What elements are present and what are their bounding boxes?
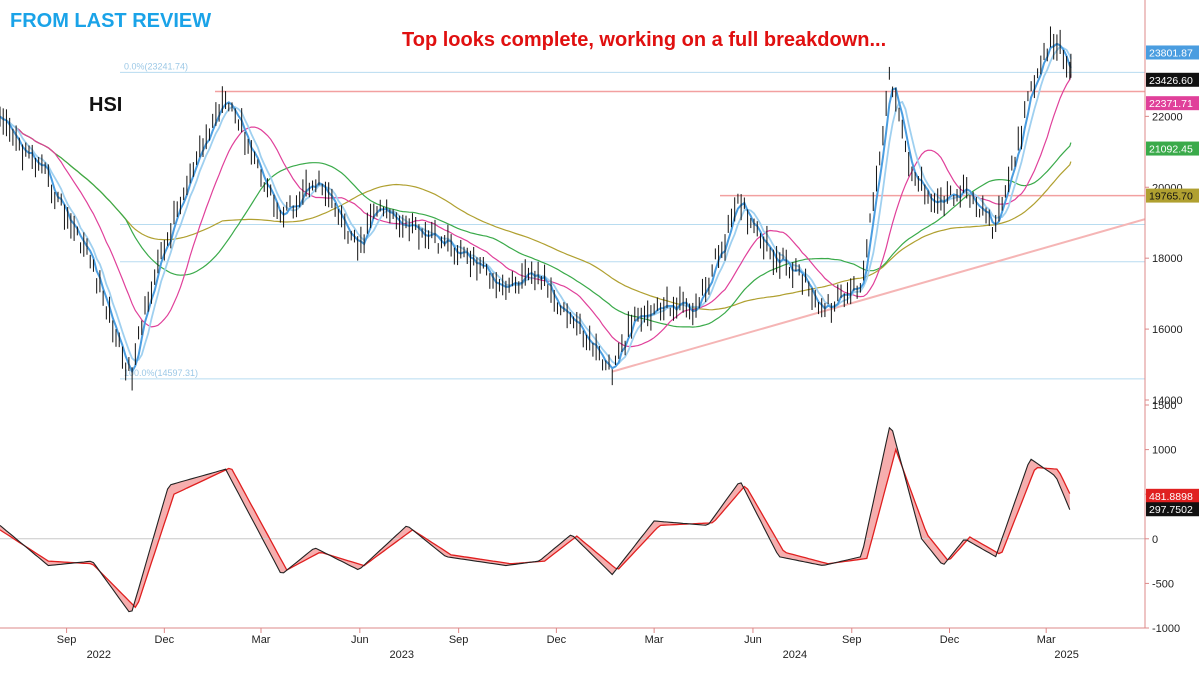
last-price-tag-text: 23426.60	[1149, 75, 1193, 87]
label-layer: 23801.87 23426.60 22371.71 21092.45 19765.70…	[1146, 45, 1199, 517]
month-tick-label: Dec	[940, 634, 960, 646]
ma-longest-value-tag-bg	[1146, 188, 1199, 203]
fib-label-top: 0.0%(23241.74)	[124, 61, 188, 71]
ma-medium-line	[0, 74, 1072, 348]
month-tick-label: Sep	[57, 634, 77, 646]
ma-short-value-tag-bg	[1146, 45, 1199, 60]
month-tick-label: Mar	[645, 634, 664, 646]
price-layer	[0, 26, 1072, 391]
oscillator-tick-label: -1000	[1152, 623, 1180, 635]
oscillator-slow-value-tag-text: 481.8898	[1149, 491, 1193, 503]
oscillator-fast-value-tag-text: 297.7502	[1149, 504, 1193, 516]
year-label: 2022	[87, 649, 111, 661]
ma-long-value-tag-bg	[1146, 141, 1199, 156]
ma-longest-value-tag: 19765.70	[1146, 188, 1199, 203]
ma-long-value-tag-text: 21092.45	[1149, 144, 1193, 156]
ma-medium-value-tag-bg	[1146, 96, 1199, 111]
ma-short-value-tag-text: 23801.87	[1149, 47, 1193, 59]
oscillator-tick-label: -500	[1152, 578, 1174, 590]
ma-fast-line	[0, 45, 1072, 365]
year-label: 2024	[783, 649, 807, 661]
last-price-tag: 23426.60	[1146, 72, 1199, 87]
oscillator-layer	[0, 426, 1145, 613]
ma-longest-line	[0, 116, 1072, 311]
oscillator-tick-label: 1000	[1152, 445, 1176, 457]
month-tick-label: Mar	[252, 634, 271, 646]
support-trendline	[611, 218, 1146, 373]
ma-long-line	[0, 116, 1072, 328]
month-tick-label: Mar	[1037, 634, 1056, 646]
ticker-label: HSI	[89, 94, 122, 116]
month-tick-label: Dec	[155, 634, 175, 646]
oscillator-fast-line	[0, 426, 1071, 613]
chart-headline: Top looks complete, working on a full br…	[402, 29, 886, 51]
year-label: 2025	[1054, 649, 1078, 661]
month-tick-label: Jun	[351, 634, 369, 646]
oscillator-slow-value-tag: 481.8898	[1146, 488, 1199, 503]
month-tick-label: Jun	[744, 634, 762, 646]
ma-short-line	[0, 42, 1072, 374]
oscillator-fast-value-tag: 297.7502	[1146, 502, 1199, 517]
last-price-tag-bg	[1146, 72, 1199, 87]
price-tick-label: 14000	[1152, 395, 1183, 407]
price-tick-label: 22000	[1152, 111, 1183, 123]
review-label: FROM LAST REVIEW	[10, 10, 211, 32]
ma-medium-value-tag: 22371.71	[1146, 96, 1199, 111]
axis-layer: 1400016000180002000022000-1000-500050010…	[0, 0, 1183, 661]
levels-layer: 0.0%(23241.74) 100.0%(14597.31)	[120, 61, 1146, 380]
oscillator-slow-value-tag-bg	[1146, 488, 1199, 503]
oscillator-tick-label: 0	[1152, 534, 1158, 546]
oscillator-fast-value-tag-bg	[1146, 502, 1199, 517]
price-tick-label: 18000	[1152, 253, 1183, 265]
oscillator-fill	[0, 427, 1070, 612]
year-label: 2023	[389, 649, 413, 661]
month-tick-label: Dec	[547, 634, 567, 646]
ma-medium-value-tag-text: 22371.71	[1149, 98, 1193, 110]
price-tick-label: 16000	[1152, 324, 1183, 336]
ma-long-value-tag: 21092.45	[1146, 141, 1199, 156]
month-tick-label: Sep	[842, 634, 862, 646]
month-tick-label: Sep	[449, 634, 469, 646]
fib-label-bottom: 100.0%(14597.31)	[124, 368, 198, 378]
oscillator-tick-label: 1500	[1152, 400, 1176, 412]
ma-longest-value-tag-text: 19765.70	[1149, 191, 1193, 203]
ma-short-value-tag: 23801.87	[1146, 45, 1199, 60]
